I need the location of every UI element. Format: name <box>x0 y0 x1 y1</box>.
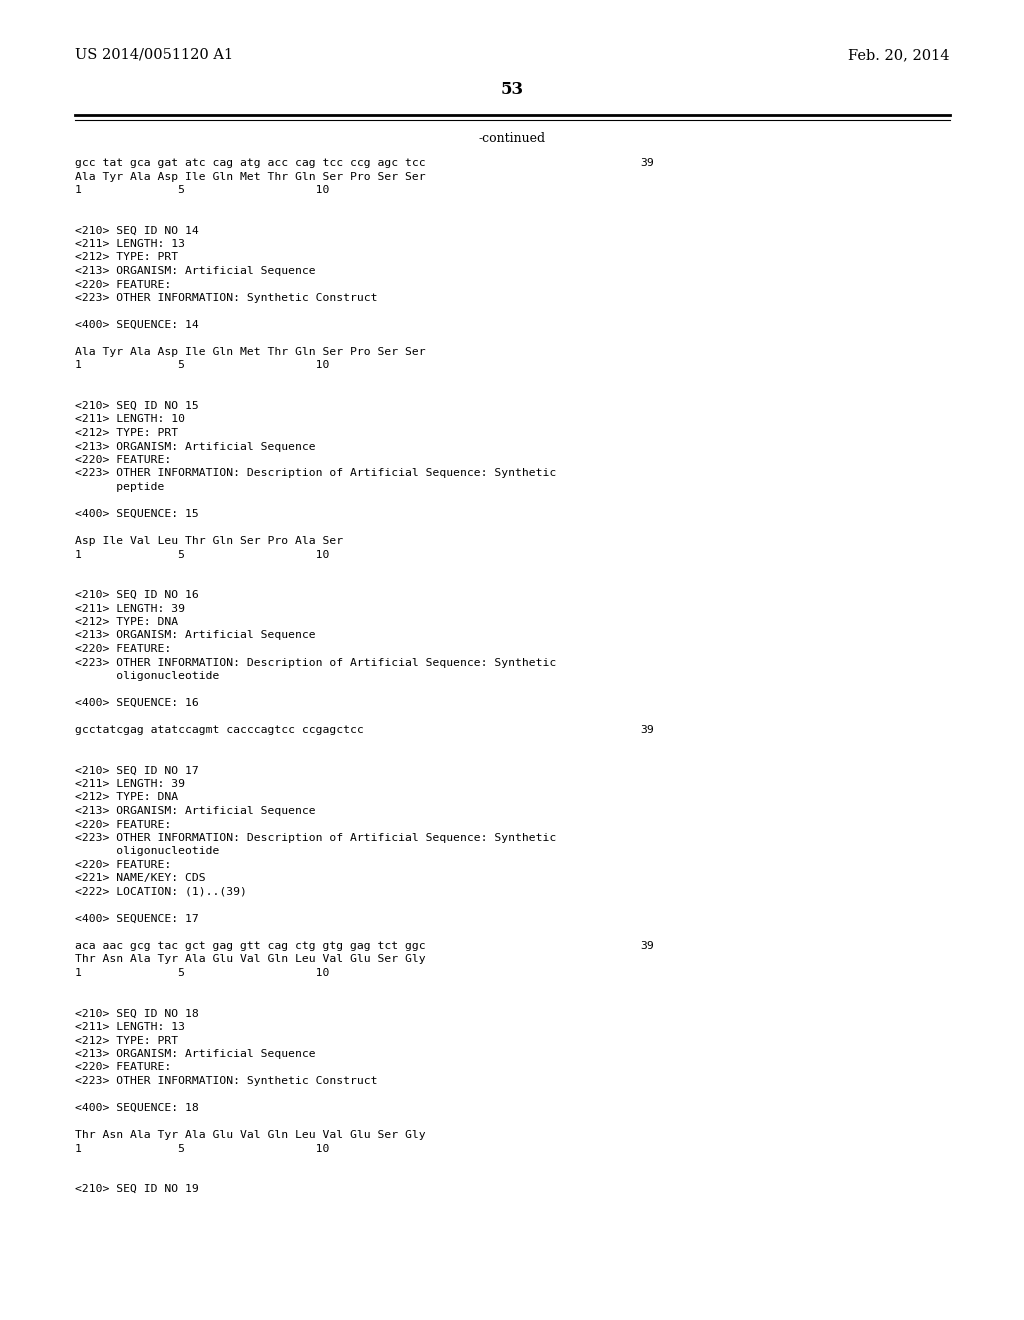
Text: gcc tat gca gat atc cag atg acc cag tcc ccg agc tcc: gcc tat gca gat atc cag atg acc cag tcc … <box>75 158 426 168</box>
Text: <400> SEQUENCE: 14: <400> SEQUENCE: 14 <box>75 319 199 330</box>
Text: 39: 39 <box>640 725 653 735</box>
Text: 39: 39 <box>640 941 653 950</box>
Text: <221> NAME/KEY: CDS: <221> NAME/KEY: CDS <box>75 874 206 883</box>
Text: Thr Asn Ala Tyr Ala Glu Val Gln Leu Val Glu Ser Gly: Thr Asn Ala Tyr Ala Glu Val Gln Leu Val … <box>75 1130 426 1140</box>
Text: <212> TYPE: DNA: <212> TYPE: DNA <box>75 616 178 627</box>
Text: Thr Asn Ala Tyr Ala Glu Val Gln Leu Val Glu Ser Gly: Thr Asn Ala Tyr Ala Glu Val Gln Leu Val … <box>75 954 426 965</box>
Text: <212> TYPE: PRT: <212> TYPE: PRT <box>75 252 178 263</box>
Text: <213> ORGANISM: Artificial Sequence: <213> ORGANISM: Artificial Sequence <box>75 267 315 276</box>
Text: <212> TYPE: PRT: <212> TYPE: PRT <box>75 1035 178 1045</box>
Text: US 2014/0051120 A1: US 2014/0051120 A1 <box>75 48 233 62</box>
Text: <213> ORGANISM: Artificial Sequence: <213> ORGANISM: Artificial Sequence <box>75 631 315 640</box>
Text: peptide: peptide <box>75 482 165 492</box>
Text: gcctatcgag atatccagmt cacccagtcc ccgagctcc: gcctatcgag atatccagmt cacccagtcc ccgagct… <box>75 725 364 735</box>
Text: <211> LENGTH: 13: <211> LENGTH: 13 <box>75 1022 185 1032</box>
Text: Ala Tyr Ala Asp Ile Gln Met Thr Gln Ser Pro Ser Ser: Ala Tyr Ala Asp Ile Gln Met Thr Gln Ser … <box>75 172 426 181</box>
Text: 1              5                   10: 1 5 10 <box>75 1143 330 1154</box>
Text: -continued: -continued <box>478 132 546 144</box>
Text: <210> SEQ ID NO 18: <210> SEQ ID NO 18 <box>75 1008 199 1019</box>
Text: <211> LENGTH: 13: <211> LENGTH: 13 <box>75 239 185 249</box>
Text: <210> SEQ ID NO 15: <210> SEQ ID NO 15 <box>75 401 199 411</box>
Text: oligonucleotide: oligonucleotide <box>75 846 219 857</box>
Text: 1              5                   10: 1 5 10 <box>75 549 330 560</box>
Text: <211> LENGTH: 10: <211> LENGTH: 10 <box>75 414 185 425</box>
Text: <220> FEATURE:: <220> FEATURE: <box>75 455 171 465</box>
Text: <400> SEQUENCE: 18: <400> SEQUENCE: 18 <box>75 1104 199 1113</box>
Text: <400> SEQUENCE: 17: <400> SEQUENCE: 17 <box>75 913 199 924</box>
Text: Feb. 20, 2014: Feb. 20, 2014 <box>849 48 950 62</box>
Text: <220> FEATURE:: <220> FEATURE: <box>75 1063 171 1072</box>
Text: <213> ORGANISM: Artificial Sequence: <213> ORGANISM: Artificial Sequence <box>75 441 315 451</box>
Text: <212> TYPE: PRT: <212> TYPE: PRT <box>75 428 178 438</box>
Text: <222> LOCATION: (1)..(39): <222> LOCATION: (1)..(39) <box>75 887 247 898</box>
Text: <220> FEATURE:: <220> FEATURE: <box>75 820 171 829</box>
Text: <210> SEQ ID NO 17: <210> SEQ ID NO 17 <box>75 766 199 776</box>
Text: 39: 39 <box>640 158 653 168</box>
Text: <400> SEQUENCE: 16: <400> SEQUENCE: 16 <box>75 698 199 708</box>
Text: <210> SEQ ID NO 14: <210> SEQ ID NO 14 <box>75 226 199 235</box>
Text: <223> OTHER INFORMATION: Description of Artificial Sequence: Synthetic: <223> OTHER INFORMATION: Description of … <box>75 469 556 479</box>
Text: Asp Ile Val Leu Thr Gln Ser Pro Ala Ser: Asp Ile Val Leu Thr Gln Ser Pro Ala Ser <box>75 536 343 546</box>
Text: <400> SEQUENCE: 15: <400> SEQUENCE: 15 <box>75 510 199 519</box>
Text: <213> ORGANISM: Artificial Sequence: <213> ORGANISM: Artificial Sequence <box>75 1049 315 1059</box>
Text: <220> FEATURE:: <220> FEATURE: <box>75 644 171 653</box>
Text: <211> LENGTH: 39: <211> LENGTH: 39 <box>75 779 185 789</box>
Text: <223> OTHER INFORMATION: Synthetic Construct: <223> OTHER INFORMATION: Synthetic Const… <box>75 293 378 304</box>
Text: <223> OTHER INFORMATION: Description of Artificial Sequence: Synthetic: <223> OTHER INFORMATION: Description of … <box>75 833 556 843</box>
Text: 1              5                   10: 1 5 10 <box>75 968 330 978</box>
Text: <211> LENGTH: 39: <211> LENGTH: 39 <box>75 603 185 614</box>
Text: 1              5                   10: 1 5 10 <box>75 360 330 371</box>
Text: 1              5                   10: 1 5 10 <box>75 185 330 195</box>
Text: 53: 53 <box>501 82 523 99</box>
Text: <223> OTHER INFORMATION: Synthetic Construct: <223> OTHER INFORMATION: Synthetic Const… <box>75 1076 378 1086</box>
Text: aca aac gcg tac gct gag gtt cag ctg gtg gag tct ggc: aca aac gcg tac gct gag gtt cag ctg gtg … <box>75 941 426 950</box>
Text: <223> OTHER INFORMATION: Description of Artificial Sequence: Synthetic: <223> OTHER INFORMATION: Description of … <box>75 657 556 668</box>
Text: <213> ORGANISM: Artificial Sequence: <213> ORGANISM: Artificial Sequence <box>75 807 315 816</box>
Text: <210> SEQ ID NO 19: <210> SEQ ID NO 19 <box>75 1184 199 1195</box>
Text: oligonucleotide: oligonucleotide <box>75 671 219 681</box>
Text: <220> FEATURE:: <220> FEATURE: <box>75 280 171 289</box>
Text: Ala Tyr Ala Asp Ile Gln Met Thr Gln Ser Pro Ser Ser: Ala Tyr Ala Asp Ile Gln Met Thr Gln Ser … <box>75 347 426 356</box>
Text: <212> TYPE: DNA: <212> TYPE: DNA <box>75 792 178 803</box>
Text: <220> FEATURE:: <220> FEATURE: <box>75 861 171 870</box>
Text: <210> SEQ ID NO 16: <210> SEQ ID NO 16 <box>75 590 199 601</box>
